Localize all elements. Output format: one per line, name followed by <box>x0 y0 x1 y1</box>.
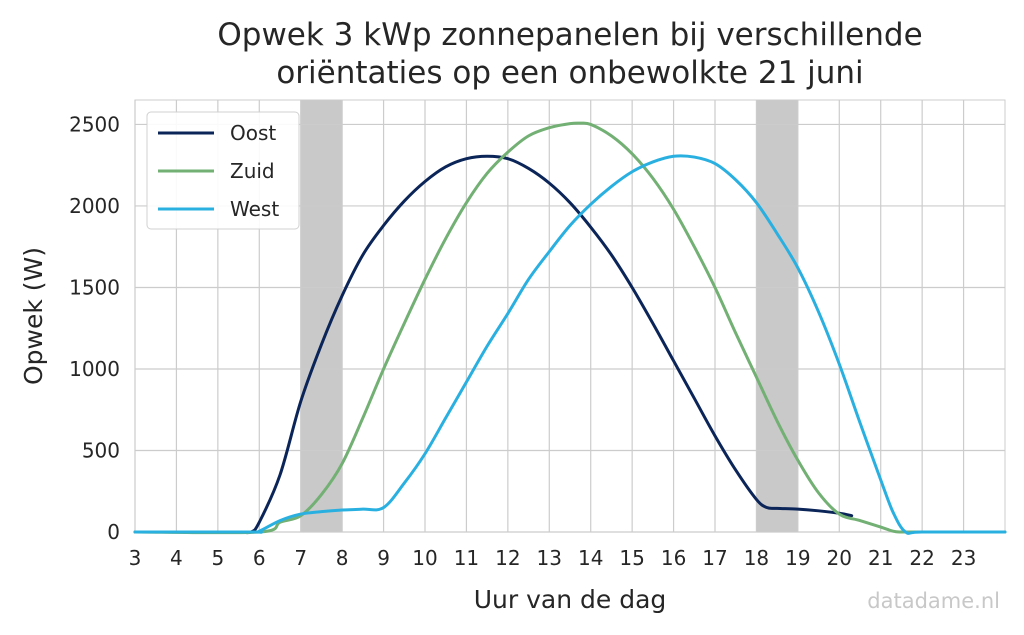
x-axis-label: Uur van de dag <box>474 585 667 614</box>
legend-label-oost: Oost <box>230 121 276 145</box>
legend: Oost Zuid West <box>146 111 300 230</box>
x-tick-label: 9 <box>377 546 390 570</box>
x-tick-label: 4 <box>170 546 183 570</box>
watermark: datadame.nl <box>867 589 1000 613</box>
y-tick-label: 2000 <box>69 194 120 218</box>
series-line-oost <box>133 154 854 535</box>
legend-label-west: West <box>230 197 279 221</box>
y-tick-label: 1500 <box>69 275 120 299</box>
y-tick-label: 500 <box>82 438 120 462</box>
plot-frame <box>134 99 1006 533</box>
x-tick-label: 7 <box>294 546 307 570</box>
x-tick-label: 18 <box>744 546 769 570</box>
x-tick-label: 10 <box>412 546 437 570</box>
x-tick-label: 8 <box>336 546 349 570</box>
x-tick-label: 22 <box>909 546 934 570</box>
shaded-band-2 <box>756 100 798 532</box>
x-tick-label: 20 <box>827 546 852 570</box>
shaded-hour-bands <box>300 100 798 532</box>
x-tick-label: 19 <box>785 546 810 570</box>
y-tick-label: 1000 <box>69 357 120 381</box>
x-tick-label: 15 <box>619 546 644 570</box>
x-tick-labels: 3 4 5 6 7 8 9 10 11 12 13 14 15 16 17 18 19 20 21 22 23 <box>129 546 977 570</box>
legend-label-zuid: Zuid <box>230 159 275 183</box>
x-tick-label: 11 <box>454 546 479 570</box>
x-tick-label: 17 <box>702 546 727 570</box>
x-tick-label: 5 <box>211 546 224 570</box>
legend-box <box>146 111 300 230</box>
x-tick-label: 3 <box>129 546 142 570</box>
series-line-west <box>133 154 1007 535</box>
series-line-zuid <box>133 121 1007 535</box>
series-lines <box>133 121 1007 535</box>
y-tick-label: 2500 <box>69 112 120 136</box>
y-tick-labels: 0 500 1000 1500 2000 2500 <box>69 112 120 544</box>
y-tick-label: 0 <box>107 520 120 544</box>
chart-title-line-2: oriëntaties op een onbewolkte 21 juni <box>276 55 863 91</box>
x-tick-label: 12 <box>495 546 520 570</box>
shaded-band-1 <box>300 100 343 532</box>
x-tick-label: 23 <box>951 546 976 570</box>
x-tick-label: 16 <box>661 546 686 570</box>
x-tick-label: 21 <box>868 546 893 570</box>
chart-title-line-1: Opwek 3 kWp zonnepanelen bij verschillen… <box>217 17 922 53</box>
x-tick-label: 14 <box>578 546 603 570</box>
x-tick-label: 13 <box>537 546 562 570</box>
y-axis-label: Opwek (W) <box>19 247 48 385</box>
x-tick-label: 6 <box>253 546 266 570</box>
